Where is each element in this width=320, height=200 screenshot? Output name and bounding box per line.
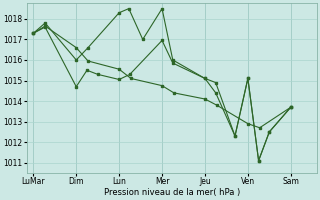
X-axis label: Pression niveau de la mer( hPa ): Pression niveau de la mer( hPa ) xyxy=(104,188,240,197)
